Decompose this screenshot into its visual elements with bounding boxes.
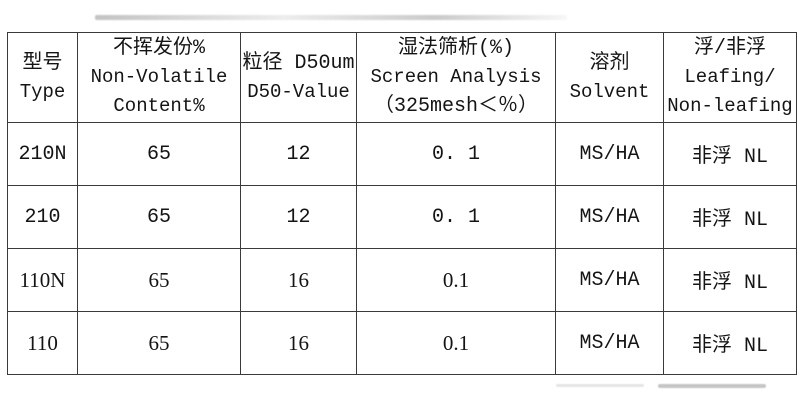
cell-leafing: 非浮 NL bbox=[663, 185, 797, 249]
header-line: 型号 bbox=[22, 51, 63, 75]
header-line: （325mesh＜％） bbox=[373, 95, 538, 118]
table-row-210N: 210N 65 12 0. 1 MS/HA 非浮 NL bbox=[7, 122, 797, 186]
header-line: Solvent bbox=[569, 80, 650, 103]
header-line: Leafing/ bbox=[684, 66, 776, 88]
cell-leafing: 非浮 NL bbox=[663, 311, 797, 375]
header-line: 浮/非浮 bbox=[693, 37, 766, 60]
cell-solvent: MS/HA bbox=[555, 248, 664, 312]
cell-leafing: 非浮 NL bbox=[663, 122, 797, 186]
header-line: Content% bbox=[113, 95, 205, 117]
scan-smudge-top bbox=[95, 15, 567, 20]
cell-d50: 16 bbox=[240, 311, 357, 375]
cell-d50: 12 bbox=[240, 185, 357, 249]
header-line: 粒径 D50um bbox=[242, 51, 355, 75]
header-line: Non-leafing bbox=[667, 95, 793, 117]
cell-type: 110 bbox=[7, 311, 78, 375]
cell-type: 210N bbox=[7, 122, 78, 186]
header-line: 湿法筛析(%) bbox=[397, 37, 514, 60]
header-cell-d50: 粒径 D50um D50-Value bbox=[240, 32, 357, 123]
scan-smudge-bottom-left bbox=[556, 384, 644, 387]
header-row: 型号 Type 不挥发份% Non-Volatile Content% 粒径 D… bbox=[7, 32, 797, 123]
cell-non-volatile: 65 bbox=[77, 248, 241, 312]
cell-screen: 0.1 bbox=[356, 248, 556, 312]
cell-type: 210 bbox=[7, 185, 78, 249]
cell-d50: 12 bbox=[240, 122, 357, 186]
cell-screen: 0.1 bbox=[356, 311, 556, 375]
cell-screen: 0. 1 bbox=[356, 185, 556, 249]
header-line: Non-Volatile bbox=[90, 66, 228, 88]
header-cell-non-volatile: 不挥发份% Non-Volatile Content% bbox=[77, 32, 241, 123]
header-line: Type bbox=[19, 80, 66, 103]
cell-screen: 0. 1 bbox=[356, 122, 556, 186]
table-row-110: 110 65 16 0.1 MS/HA 非浮 NL bbox=[7, 311, 797, 375]
header-line: Screen Analysis bbox=[370, 66, 542, 88]
header-cell-screen-analysis: 湿法筛析(%) Screen Analysis （325mesh＜％） bbox=[356, 32, 556, 123]
cell-solvent: MS/HA bbox=[555, 185, 664, 249]
table-row-210: 210 65 12 0. 1 MS/HA 非浮 NL bbox=[7, 185, 797, 249]
cell-solvent: MS/HA bbox=[555, 311, 664, 375]
product-spec-table: 型号 Type 不挥发份% Non-Volatile Content% 粒径 D… bbox=[7, 32, 797, 375]
cell-leafing: 非浮 NL bbox=[663, 248, 797, 312]
scan-smudge-bottom-right bbox=[658, 384, 766, 388]
header-line: D50-Value bbox=[247, 80, 350, 103]
table-row-110N: 110N 65 16 0.1 MS/HA 非浮 NL bbox=[7, 248, 797, 312]
cell-solvent: MS/HA bbox=[555, 122, 664, 186]
header-cell-type: 型号 Type bbox=[7, 32, 78, 123]
cell-non-volatile: 65 bbox=[77, 311, 241, 375]
cell-d50: 16 bbox=[240, 248, 357, 312]
cell-non-volatile: 65 bbox=[77, 122, 241, 186]
header-cell-leafing: 浮/非浮 Leafing/ Non-leafing bbox=[663, 32, 797, 123]
header-cell-solvent: 溶剂 Solvent bbox=[555, 32, 664, 123]
header-line: 不挥发份% bbox=[112, 37, 205, 60]
cell-type: 110N bbox=[7, 248, 78, 312]
cell-non-volatile: 65 bbox=[77, 185, 241, 249]
header-line: 溶剂 bbox=[589, 51, 630, 75]
